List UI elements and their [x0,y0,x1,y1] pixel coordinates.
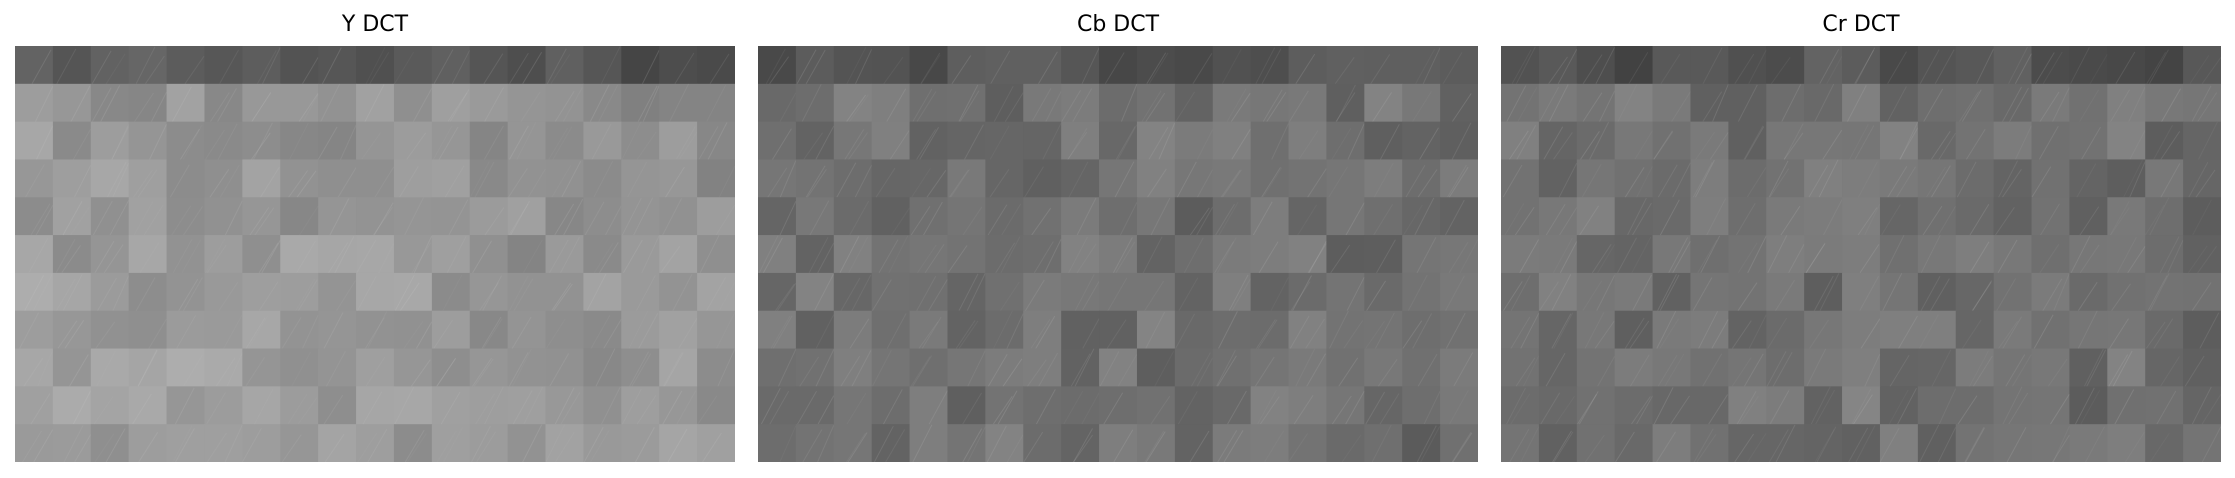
panel-title-cb: Cb DCT [1076,12,1160,37]
dct-image-cb [758,46,1478,462]
dct-image-cr [1501,46,2221,462]
panel-cr-dct: Cr DCT [1501,0,2221,478]
panel-title-y: Y DCT [341,12,409,37]
panel-title-cr: Cr DCT [1822,12,1900,37]
dct-image-y [15,46,735,462]
panel-y-dct: Y DCT [15,0,735,478]
panel-cb-dct: Cb DCT [758,0,1478,478]
